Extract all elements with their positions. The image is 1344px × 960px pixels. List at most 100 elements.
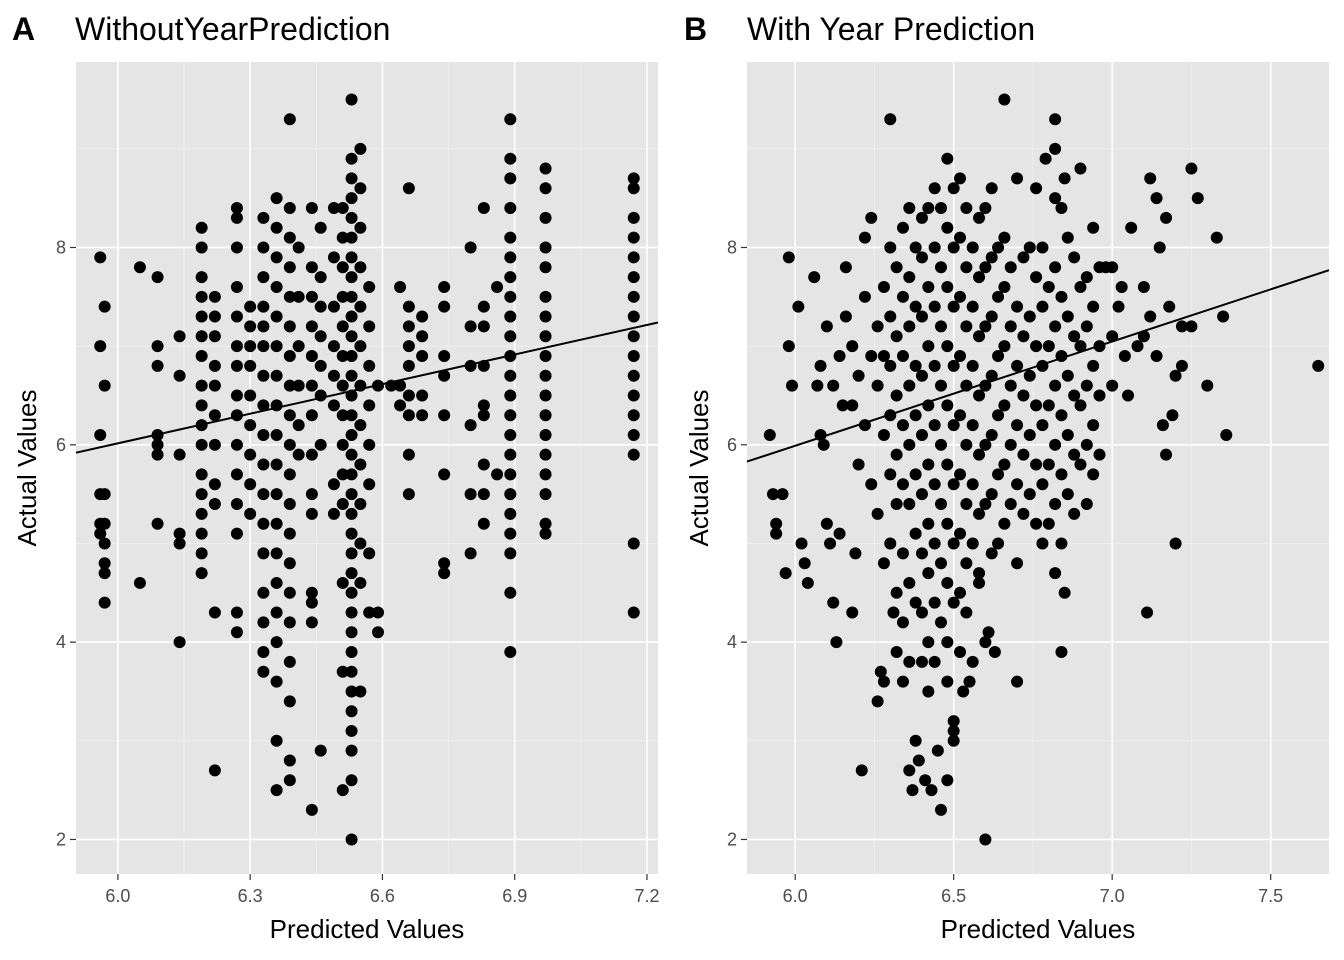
panel-b-data-point	[1058, 586, 1071, 599]
panel-b-data-point	[960, 606, 973, 619]
panel-a-data-point	[336, 576, 349, 589]
panel-a-fit-line	[75, 321, 659, 454]
panel-b-data-point	[979, 498, 992, 511]
panel-b-data-point	[915, 310, 928, 323]
panel-a-data-point	[257, 616, 270, 629]
panel-a-data-point	[305, 202, 318, 215]
panel-b-data-point	[915, 547, 928, 560]
panel-a-data-point	[627, 211, 640, 224]
panel-b-data-point	[1068, 507, 1081, 520]
panel-a-data-point	[477, 517, 490, 530]
panel-b-data-point	[935, 379, 947, 392]
panel-b-data-point	[865, 478, 878, 491]
panel-a-data-point	[208, 409, 221, 422]
panel-b-data-point	[1312, 359, 1325, 372]
panel-a-data-point	[504, 271, 517, 284]
panel-a-data-point	[627, 350, 640, 363]
panel-a-data-point	[539, 517, 552, 530]
panel-b-data-point	[1061, 369, 1074, 382]
panel-a-data-point	[504, 507, 517, 520]
panel-b-data-point	[998, 399, 1011, 412]
panel-b-data-point	[811, 379, 824, 392]
panel-b-data-point	[960, 202, 973, 215]
panel-a-data-point	[270, 784, 283, 797]
panel-a-data-point	[283, 409, 296, 422]
panel-b-data-point	[947, 478, 960, 491]
panel-a-data-point	[345, 705, 358, 718]
panel-a-data-point	[416, 409, 429, 422]
panel-b-data-point	[1169, 537, 1182, 550]
panel-b-data-point	[770, 517, 783, 530]
panel-a-data-point	[270, 251, 283, 264]
panel-a-data-point	[477, 202, 490, 215]
panel-b-y-tick-label: 4	[727, 632, 737, 652]
panel-b-points	[763, 93, 1325, 846]
panel-a-data-point	[354, 576, 367, 589]
panel-a-data-point	[394, 399, 407, 412]
panel-a-data-point	[208, 310, 221, 323]
panel-a-data-point	[504, 330, 517, 343]
panel-a-data-point	[230, 498, 243, 511]
panel-a-data-point	[314, 300, 327, 313]
panel-a-data-point	[195, 221, 208, 234]
panel-a-data-point	[94, 251, 107, 264]
panel-b-data-point	[915, 211, 928, 224]
panel-a-data-point	[504, 488, 517, 501]
panel-b-data-point	[935, 616, 947, 629]
panel-b-data-point	[1210, 231, 1223, 244]
panel-b-data-point	[1169, 369, 1182, 382]
panel-b-data-point	[941, 340, 954, 353]
panel-b-data-point	[973, 507, 986, 520]
panel-a-data-point	[464, 241, 477, 254]
panel-a-data-point	[354, 458, 367, 471]
panel-b-data-point	[884, 241, 897, 254]
panel-b-data-point	[1201, 379, 1214, 392]
panel-a-data-point	[151, 271, 164, 284]
panel-a-x-tick-label: 6.0	[105, 886, 130, 906]
panel-b-data-point	[1055, 537, 1068, 550]
panel-b-data-point	[915, 428, 928, 441]
panel-a-data-point	[345, 350, 358, 363]
panel-b-data-point	[941, 675, 954, 688]
panel-a-data-point	[627, 537, 640, 550]
panel-b-data-point	[1160, 211, 1173, 224]
panel-b-data-point	[877, 428, 890, 441]
panel-a-data-point	[627, 231, 640, 244]
panel-b-data-point	[833, 350, 846, 363]
panel-a-data-point	[438, 468, 451, 481]
panel-a-grid	[76, 62, 658, 874]
panel-a-data-point	[539, 261, 552, 274]
panel-b-data-point	[915, 251, 928, 264]
panel-b-data-point	[912, 754, 925, 767]
panel-a-data-point	[195, 468, 208, 481]
panel-b-data-point	[1131, 340, 1144, 353]
panel-b-data-point	[808, 271, 821, 284]
panel-a-data-point	[327, 399, 340, 412]
panel-a-data-point	[363, 359, 376, 372]
panel-b-data-point	[935, 261, 947, 274]
panel-a-data-point	[230, 280, 243, 293]
panel-a-data-point	[416, 350, 429, 363]
panel-b-data-point	[947, 419, 960, 432]
panel-b-data-point	[941, 399, 954, 412]
panel-a-data-point	[283, 586, 296, 599]
panel-b-data-point	[1030, 182, 1043, 195]
panel-a-data-point	[504, 448, 517, 461]
panel-a-data-point	[336, 498, 349, 511]
panel-b-data-point	[998, 231, 1011, 244]
panel-a-data-point	[270, 428, 283, 441]
panel-b-data-point	[871, 379, 884, 392]
panel-a-data-point	[327, 251, 340, 264]
panel-b-data-point	[1023, 241, 1036, 254]
panel-a-data-point	[195, 399, 208, 412]
panel-a-data-point	[270, 517, 283, 530]
panel-a-y-tick-label: 8	[56, 237, 66, 257]
panel-b-data-point	[960, 557, 973, 570]
panel-a-data-point	[195, 507, 208, 520]
panel-b-data-point	[903, 498, 916, 511]
panel-b-data-point	[1017, 389, 1030, 402]
panel-a-data-point	[314, 271, 327, 284]
panel-b-data-point	[966, 359, 979, 372]
panel-a-data-point	[94, 527, 107, 540]
panel-a-data-point	[627, 271, 640, 284]
